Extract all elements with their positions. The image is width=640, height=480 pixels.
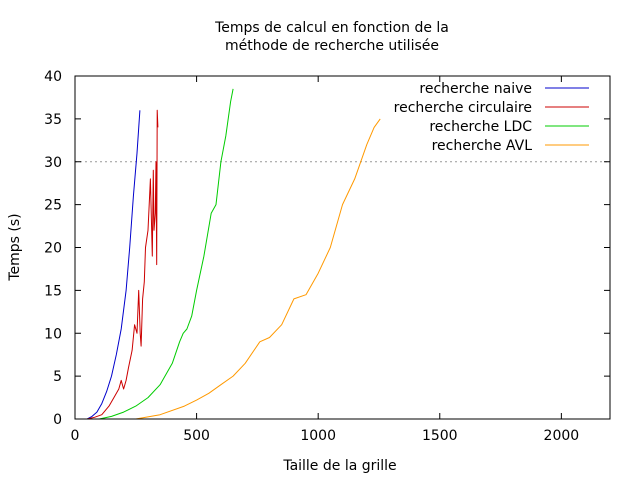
x-tick-label-4: 2000: [544, 428, 580, 444]
chart-title-line-2: méthode de recherche utilisée: [225, 38, 439, 54]
x-axis-label: Taille de la grille: [282, 458, 396, 474]
chart-title-line-1: Temps de calcul en fonction de la: [214, 20, 449, 36]
plot-area: 0 500 1000 1500 2000 0 5 10 15 20 25 30 35 40: [44, 69, 611, 444]
y-tick-label-5: 25: [44, 198, 62, 214]
y-tick-label-4: 20: [44, 241, 62, 257]
x-tick-label-0: 0: [71, 428, 80, 444]
y-tick-label-1: 5: [53, 369, 62, 385]
series-line-0: [86, 110, 141, 420]
y-tick-label-3: 15: [44, 283, 62, 299]
y-tick-label-8: 40: [44, 69, 62, 85]
y-tick-label-7: 35: [44, 112, 62, 128]
legend-label-0: recherche naive: [419, 81, 532, 97]
legend-label-3: recherche AVL: [432, 138, 533, 154]
series-line-3: [135, 118, 381, 420]
x-tick-label-2: 1000: [300, 428, 336, 444]
y-tick-label-6: 30: [44, 155, 62, 171]
x-tick-label-3: 1500: [422, 428, 458, 444]
x-tick-label-1: 500: [183, 428, 210, 444]
legend-label-1: recherche circulaire: [394, 100, 532, 116]
series-line-2: [99, 88, 234, 420]
legend-label-2: recherche LDC: [429, 119, 532, 135]
legend: recherche naive recherche circulaire reche…: [394, 81, 589, 154]
y-tick-label-0: 0: [53, 412, 62, 428]
series-line-1: [87, 109, 159, 420]
y-tick-label-2: 10: [44, 326, 62, 342]
y-axis-label: Temps (s): [7, 213, 23, 281]
